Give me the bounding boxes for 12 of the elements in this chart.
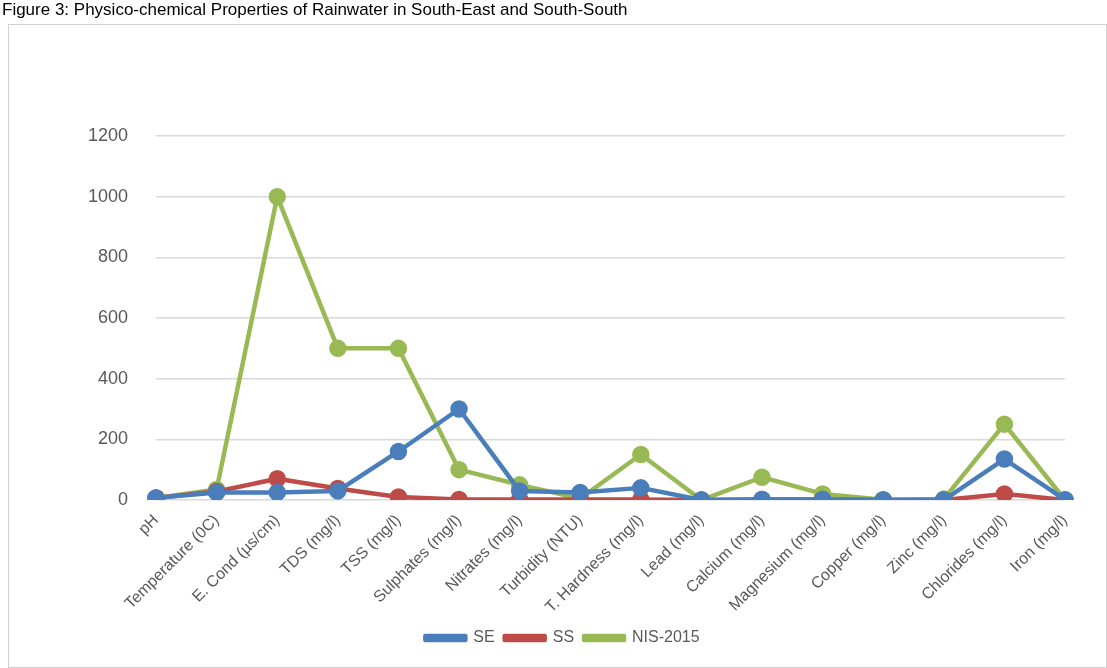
y-tick-label: 600 [98,306,129,327]
chart-title: Figure 3: Physico-chemical Properties of Rainwater in South-East and South-South [2,0,628,20]
y-tick-label: 0 [118,488,129,509]
legend-label: SE [473,628,495,646]
y-tick-label: 1000 [88,185,129,206]
y-tick-label: 400 [98,367,129,388]
legend-label: NIS-2015 [632,628,700,646]
legend-label: SS [552,628,575,646]
y-tick-label: 200 [98,428,129,449]
y-tick-label: 1200 [88,124,129,145]
y-tick-label: 800 [98,246,129,267]
x-tick-label: pH [134,511,162,538]
